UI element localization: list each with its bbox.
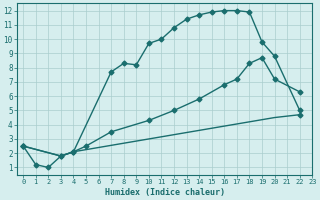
X-axis label: Humidex (Indice chaleur): Humidex (Indice chaleur) (105, 188, 225, 197)
